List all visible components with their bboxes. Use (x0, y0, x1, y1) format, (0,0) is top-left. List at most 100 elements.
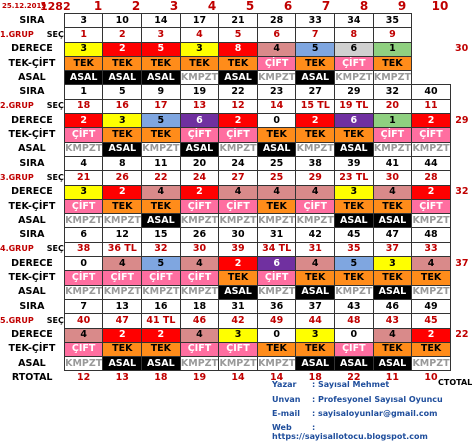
sira-cell: 37 (295, 298, 336, 315)
total-spacer (450, 56, 473, 70)
sira-cell: 49 (411, 298, 451, 315)
derece-cell: 6 (179, 113, 220, 129)
sira-cell: 28 (256, 12, 297, 29)
sec-cell: 38 (63, 241, 104, 258)
title-value: Profesyonel Sayısal Oyuncu (317, 395, 443, 404)
derece-cell: 2 (63, 113, 104, 129)
sira-cell: 30 (218, 227, 258, 243)
rtotal-cell: 13 (115, 372, 129, 384)
asal-label: ASAL (18, 71, 46, 83)
asal-cell: KMPZT (411, 213, 451, 229)
tekcift-cell: TEK (372, 198, 413, 215)
derece-cell: 8 (218, 41, 258, 57)
sira-cell: 33 (295, 12, 336, 29)
sira-cell: 41 (372, 155, 413, 172)
asal-cell: ASAL (141, 356, 181, 372)
derece-cell: 0 (334, 327, 374, 343)
asal-cell: KMPZT (218, 141, 258, 157)
tekcift-cell: TEK (256, 127, 297, 143)
sec-cell: 30 (372, 170, 413, 186)
derece-cell: 5 (334, 256, 374, 272)
sira-cell: 18 (179, 298, 220, 315)
sira-cell: 17 (179, 12, 220, 29)
asal-cell: ASAL (372, 356, 413, 372)
tekcift-cell: ÇİFT (63, 270, 104, 286)
tekcift-cell: TEK (141, 341, 181, 358)
date-label: 25.12.2019 (2, 2, 47, 10)
total-spacer (450, 299, 473, 313)
sec-cell: 1 (63, 27, 104, 43)
sira-cell: 46 (372, 298, 413, 315)
group-name: 4.GRUP (0, 244, 34, 254)
derece-cell: 1 (372, 41, 413, 57)
sec-cell: 30 (179, 241, 220, 258)
sira-cell: 7 (63, 298, 104, 315)
empty-cell (412, 14, 451, 28)
tekcift-cell: ÇİFT (334, 55, 374, 72)
asal-cell: KMPZT (63, 213, 104, 229)
empty-cell (412, 28, 451, 42)
tekcift-cell: ÇİFT (141, 270, 181, 286)
sira-cell: 40 (411, 84, 451, 100)
derece-cell: 2 (218, 256, 258, 272)
sec-label: SEÇ (46, 244, 64, 254)
tekcift-cell: ÇİFT (218, 341, 258, 358)
sec-cell: 4 (179, 27, 220, 43)
sec-cell: 35 (334, 241, 374, 258)
asal-cell: ASAL (256, 141, 297, 157)
total-spacer (450, 214, 473, 228)
sira-cell: 3 (63, 12, 104, 29)
sira-cell: 15 (141, 227, 181, 243)
column-number: 3 (169, 0, 179, 13)
sec-label: SEÇ (46, 172, 64, 182)
sec-cell: 15 TL (295, 98, 336, 115)
asal-cell: KMPZT (372, 141, 413, 157)
sec-label: SEÇ (46, 29, 64, 39)
asal-cell: KMPZT (411, 356, 451, 372)
asal-cell: ASAL (141, 70, 181, 86)
email-value[interactable]: sayisaloyunlar@gmail.com (317, 409, 438, 418)
derece-cell: 2 (411, 327, 451, 343)
draw-number: 1282 (40, 0, 71, 13)
tekcift-label: TEK-ÇİFT (8, 343, 56, 355)
sira-cell: 11 (141, 155, 181, 172)
tekcift-cell: TEK (295, 55, 336, 72)
sec-cell: 36 TL (102, 241, 143, 258)
sira-cell: 45 (334, 227, 374, 243)
tekcift-cell: TEK (295, 127, 336, 143)
derece-cell: 0 (63, 256, 104, 272)
sira-cell: 8 (102, 155, 143, 172)
sec-cell: 17 (141, 98, 181, 115)
empty-cell (412, 56, 451, 70)
total-spacer (450, 156, 473, 170)
asal-cell: KMPZT (256, 213, 297, 229)
sec-cell: 47 (102, 313, 143, 329)
derece-cell: 4 (102, 256, 143, 272)
asal-cell: KMPZT (256, 70, 297, 86)
sec-cell: 41 TL (141, 313, 181, 329)
footer-web: Web: https://sayisallotocu.blogspot.com (272, 423, 428, 441)
sira-cell: 20 (179, 155, 220, 172)
column-number: 7 (321, 0, 331, 13)
tekcift-cell: TEK (102, 55, 143, 72)
sec-cell: 18 (63, 98, 104, 115)
sira-cell: 5 (102, 84, 143, 100)
derece-cell: 3 (63, 41, 104, 57)
derece-cell: 4 (141, 184, 181, 200)
derece-cell: 4 (372, 327, 413, 343)
sira-cell: 32 (372, 84, 413, 100)
sec-cell: 28 (411, 170, 451, 186)
rtotal-cell: 12 (77, 372, 91, 384)
derece-cell: 4 (256, 184, 297, 200)
sec-cell: 13 (179, 98, 220, 115)
web-value[interactable]: https://sayisallotocu.blogspot.com (272, 432, 428, 441)
sira-cell: 43 (334, 298, 374, 315)
tekcift-cell: TEK (372, 341, 413, 358)
derece-label: DERECE (11, 114, 53, 126)
sira-cell: 31 (218, 298, 258, 315)
derece-label: DERECE (11, 329, 53, 341)
sira-cell: 48 (411, 227, 451, 243)
tekcift-cell: TEK (411, 341, 451, 358)
sec-cell: 37 (372, 241, 413, 258)
sec-cell: 34 TL (256, 241, 297, 258)
